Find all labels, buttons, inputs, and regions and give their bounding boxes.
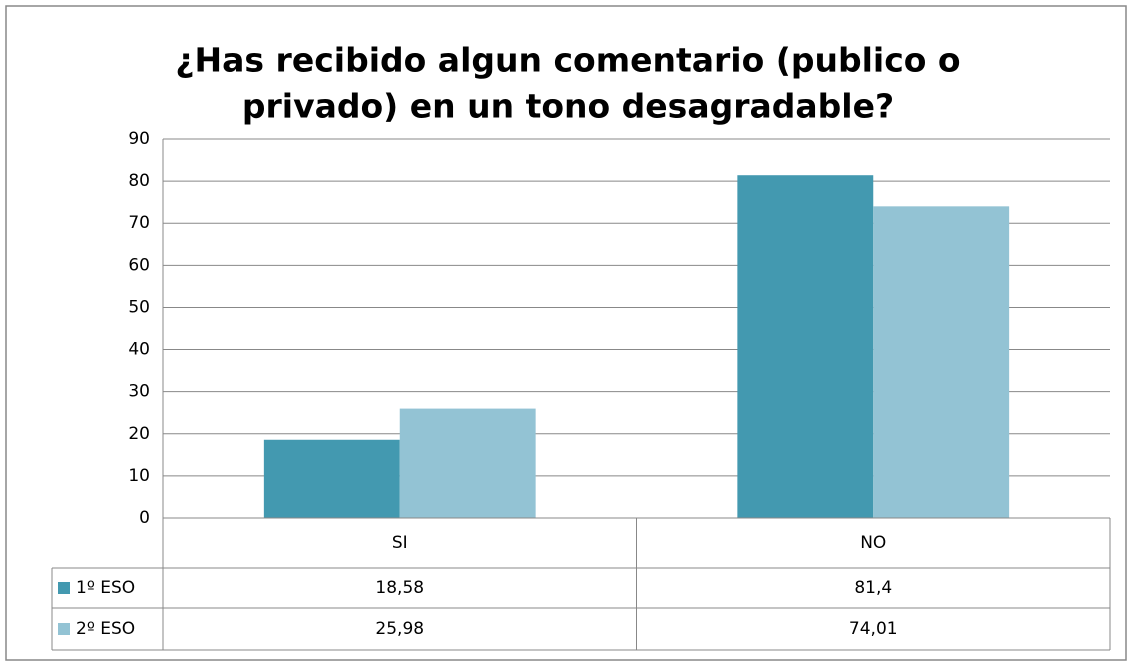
x-tick-label: NO — [860, 533, 886, 553]
legend-label: 2º ESO — [76, 619, 135, 639]
y-tick-label: 0 — [139, 508, 150, 528]
bar — [263, 439, 400, 518]
bar — [399, 408, 536, 518]
y-tick-label: 80 — [128, 171, 150, 191]
y-tick-label: 30 — [128, 382, 150, 402]
table-value: 81,4 — [854, 578, 892, 598]
bar — [737, 175, 874, 518]
bar — [873, 206, 1010, 518]
table-value: 74,01 — [849, 619, 898, 639]
y-tick-label: 90 — [128, 129, 150, 149]
table-value: 25,98 — [375, 619, 424, 639]
y-tick-label: 20 — [128, 424, 150, 444]
table-value: 18,58 — [375, 578, 424, 598]
legend-swatch — [58, 623, 70, 635]
y-tick-label: 60 — [128, 255, 150, 275]
chart-title: privado) en un tono desagradable? — [242, 87, 894, 126]
y-tick-label: 70 — [128, 213, 150, 233]
y-tick-label: 40 — [128, 340, 150, 360]
legend-swatch — [58, 582, 70, 594]
y-tick-label: 50 — [128, 297, 150, 317]
y-tick-label: 10 — [128, 466, 150, 486]
chart-title: ¿Has recibido algun comentario (publico … — [175, 41, 960, 80]
legend-label: 1º ESO — [76, 578, 135, 598]
x-tick-label: SI — [392, 533, 408, 553]
